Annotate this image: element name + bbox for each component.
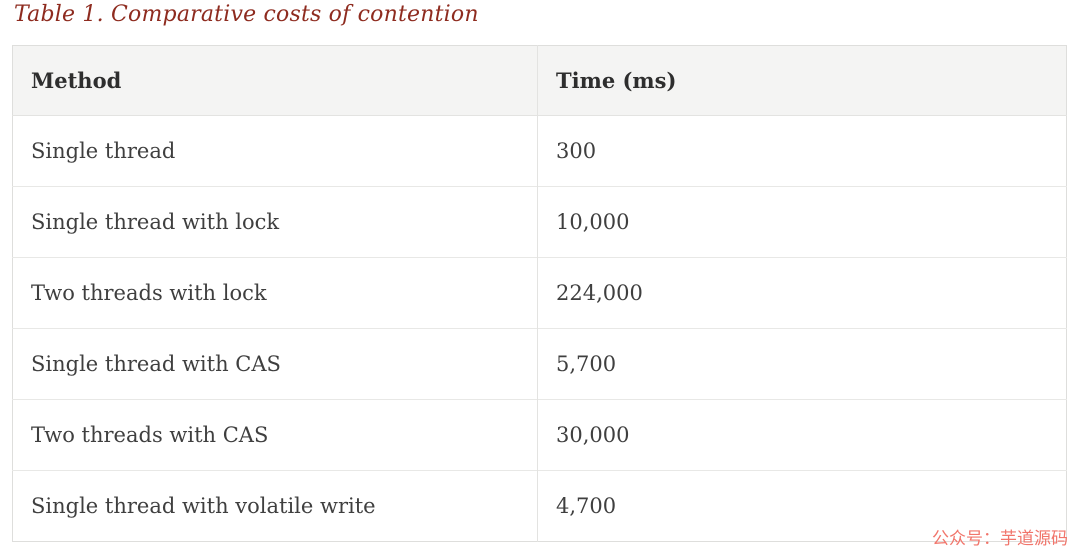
column-header-method: Method — [12, 45, 538, 116]
table-row: Single thread with lock 10,000 — [12, 186, 1067, 258]
table-row: Two threads with CAS 30,000 — [12, 399, 1067, 471]
table-row: Single thread with volatile write 4,700 — [12, 470, 1067, 542]
table-header: Method Time (ms) — [12, 45, 1067, 116]
table-row: Two threads with lock 224,000 — [12, 257, 1067, 329]
table-row: Single thread 300 — [12, 115, 1067, 187]
contention-costs-table: Method Time (ms) Single thread 300 Singl… — [12, 45, 1067, 542]
table-row: Single thread with CAS 5,700 — [12, 328, 1067, 400]
method-cell: Single thread — [12, 115, 538, 187]
table-body: Single thread 300 Single thread with loc… — [12, 115, 1067, 542]
column-header-time: Time (ms) — [537, 45, 1067, 116]
method-cell: Two threads with lock — [12, 257, 538, 329]
time-cell: 4,700 — [537, 470, 1067, 542]
time-cell: 30,000 — [537, 399, 1067, 471]
time-cell: 300 — [537, 115, 1067, 187]
method-cell: Single thread with CAS — [12, 328, 538, 400]
table-caption: Table 1. Comparative costs of contention — [14, 2, 479, 27]
method-cell: Two threads with CAS — [12, 399, 538, 471]
header-row: Method Time (ms) — [12, 45, 1067, 116]
time-cell: 10,000 — [537, 186, 1067, 258]
watermark-text: 公众号：芋道源码 — [932, 529, 1068, 548]
method-cell: Single thread with lock — [12, 186, 538, 258]
time-cell: 5,700 — [537, 328, 1067, 400]
method-cell: Single thread with volatile write — [12, 470, 538, 542]
time-cell: 224,000 — [537, 257, 1067, 329]
